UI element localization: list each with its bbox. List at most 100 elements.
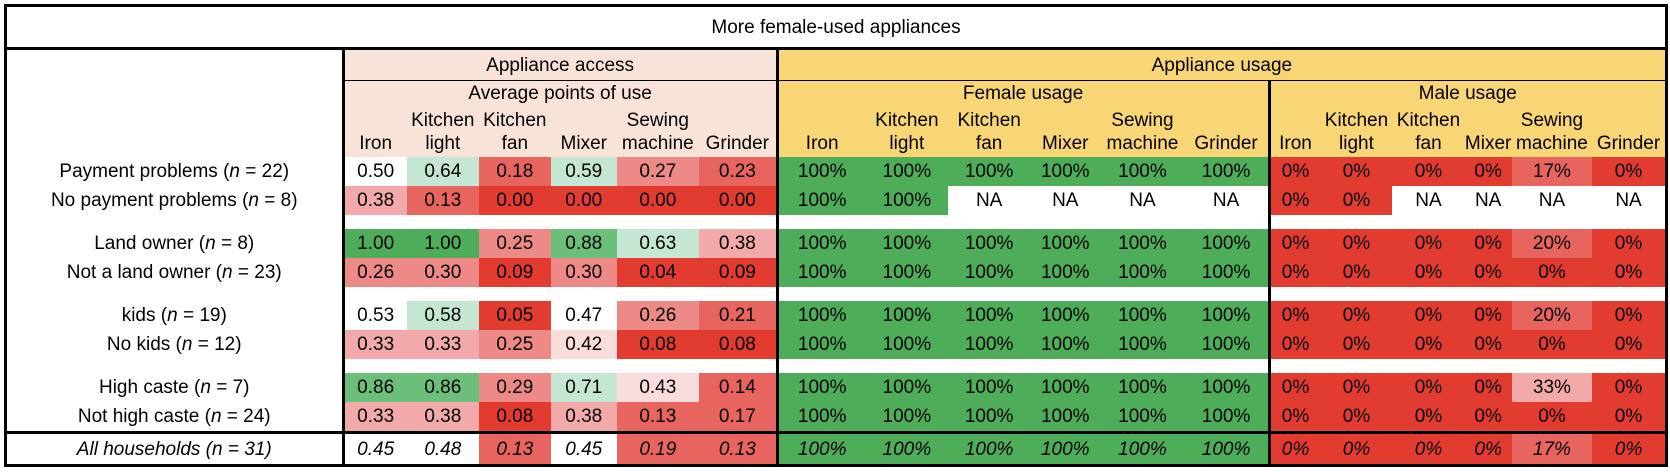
- male-value-cell: 17%: [1511, 431, 1593, 467]
- access-value-cell: 0.30: [550, 258, 617, 287]
- male-value-cell: 0%: [1392, 258, 1465, 287]
- table-row: All households (n = 31) 0.45 0.48 0.13 0.45 0…: [4, 431, 1669, 467]
- female-value-cell: 100%: [1184, 157, 1270, 186]
- row-label-text: No kids (: [106, 334, 182, 355]
- sample-size-symbol: n: [205, 233, 216, 254]
- access-column-header: Kitchen fan: [478, 105, 551, 157]
- table-title: More female-used appliances: [4, 4, 1668, 50]
- sample-size-symbol: n: [181, 334, 193, 355]
- male-column-header: Iron: [1267, 105, 1321, 157]
- female-value-cell: 100%: [775, 186, 866, 215]
- female-value-cell: 100%: [1100, 431, 1185, 467]
- row-label: No payment problems (n = 8): [4, 186, 345, 215]
- male-value-cell: 20%: [1511, 229, 1593, 258]
- access-value-cell: 0.43: [616, 373, 699, 402]
- female-column-header: Iron: [775, 105, 866, 157]
- female-column-header: Sewing machine: [1100, 105, 1185, 157]
- access-value-cell: 0.00: [478, 186, 551, 215]
- male-column-header: Kitchen fan: [1392, 105, 1465, 157]
- access-value-cell: 0.53: [341, 301, 407, 330]
- male-value-cell: 0%: [1464, 301, 1512, 330]
- female-value-cell: 100%: [775, 431, 866, 467]
- female-value-cell: 100%: [1184, 229, 1270, 258]
- male-column-header: Sewing machine: [1511, 105, 1593, 157]
- male-value-cell: 0%: [1511, 402, 1593, 433]
- access-value-cell: 0.13: [406, 186, 479, 215]
- male-value-cell: 0%: [1267, 186, 1321, 215]
- female-value-cell: 100%: [865, 157, 948, 186]
- male-value-cell: 33%: [1511, 373, 1593, 402]
- access-value-cell: 0.38: [341, 186, 407, 215]
- access-value-cell: 0.86: [406, 373, 479, 402]
- male-value-cell: 0%: [1464, 431, 1512, 467]
- male-value-cell: 0%: [1592, 301, 1669, 330]
- male-value-cell: 0%: [1464, 229, 1512, 258]
- male-value-cell: 0%: [1267, 402, 1321, 433]
- male-value-cell: 0%: [1464, 258, 1512, 287]
- access-column-header: Iron: [341, 105, 407, 157]
- access-value-cell: 0.13: [698, 431, 778, 467]
- access-value-cell: 0.59: [550, 157, 617, 186]
- male-value-cell: 0%: [1592, 229, 1669, 258]
- female-value-cell: 100%: [1184, 373, 1270, 402]
- female-value-cell: 100%: [775, 157, 866, 186]
- female-value-cell: 100%: [775, 229, 866, 258]
- access-value-cell: 0.86: [341, 373, 407, 402]
- male-value-cell: 0%: [1320, 229, 1393, 258]
- access-value-cell: 0.33: [341, 330, 407, 359]
- male-value-cell: 0%: [1320, 402, 1393, 433]
- female-value-cell: NA: [1030, 186, 1101, 215]
- access-value-cell: 0.64: [406, 157, 479, 186]
- female-value-cell: 100%: [947, 402, 1031, 433]
- sample-size-symbol: n: [212, 438, 223, 460]
- female-value-cell: 100%: [1030, 258, 1101, 287]
- male-value-cell: 0%: [1592, 258, 1669, 287]
- female-value-cell: NA: [1184, 186, 1270, 215]
- sample-size-value: = 7): [210, 377, 250, 398]
- female-value-cell: 100%: [947, 330, 1031, 359]
- access-value-cell: 0.48: [406, 431, 479, 467]
- spacer-row: [4, 359, 1669, 373]
- sample-size-value: = 31): [222, 438, 272, 460]
- female-value-cell: 100%: [1100, 402, 1185, 433]
- male-value-cell: 0%: [1511, 258, 1593, 287]
- female-value-cell: 100%: [1030, 373, 1101, 402]
- access-value-cell: 0.58: [406, 301, 479, 330]
- male-value-cell: 0%: [1320, 301, 1393, 330]
- male-value-cell: 0%: [1592, 157, 1669, 186]
- access-value-cell: 0.08: [478, 402, 551, 433]
- female-usage-header: Female usage: [775, 80, 1270, 105]
- female-value-cell: 100%: [947, 258, 1031, 287]
- female-value-cell: 100%: [775, 373, 866, 402]
- male-value-cell: 0%: [1464, 157, 1512, 186]
- female-value-cell: 100%: [865, 431, 948, 467]
- male-value-cell: 0%: [1320, 258, 1393, 287]
- row-label-header: [4, 48, 345, 157]
- female-value-cell: 100%: [865, 301, 948, 330]
- male-value-cell: 0%: [1392, 402, 1465, 433]
- female-value-cell: 100%: [1030, 330, 1101, 359]
- male-column-header: Grinder: [1592, 105, 1669, 157]
- female-value-cell: 100%: [1100, 258, 1185, 287]
- male-value-cell: 0%: [1392, 229, 1465, 258]
- sample-size-symbol: n: [229, 161, 240, 182]
- row-label: High caste (n = 7): [4, 373, 345, 402]
- female-value-cell: 100%: [1100, 373, 1185, 402]
- access-value-cell: 0.04: [616, 258, 699, 287]
- female-value-cell: 100%: [947, 229, 1031, 258]
- female-value-cell: 100%: [1030, 431, 1101, 467]
- male-usage-header: Male usage: [1267, 80, 1669, 105]
- female-column-header: Mixer: [1030, 105, 1101, 157]
- table-row: Land owner (n = 8) 1.00 1.00 0.25 0.88 0.63 0.…: [4, 229, 1669, 258]
- male-column-header: Kitchen light: [1320, 105, 1393, 157]
- access-value-cell: 0.00: [550, 186, 617, 215]
- male-column-header: Mixer: [1464, 105, 1512, 157]
- female-value-cell: 100%: [1030, 402, 1101, 433]
- female-value-cell: 100%: [1184, 402, 1270, 433]
- sample-size-value: = 8): [215, 233, 255, 254]
- row-label-text: High caste (: [98, 377, 201, 398]
- male-value-cell: 0%: [1592, 330, 1669, 359]
- appliance-usage-header: Appliance usage: [775, 47, 1669, 81]
- female-value-cell: 100%: [775, 402, 866, 433]
